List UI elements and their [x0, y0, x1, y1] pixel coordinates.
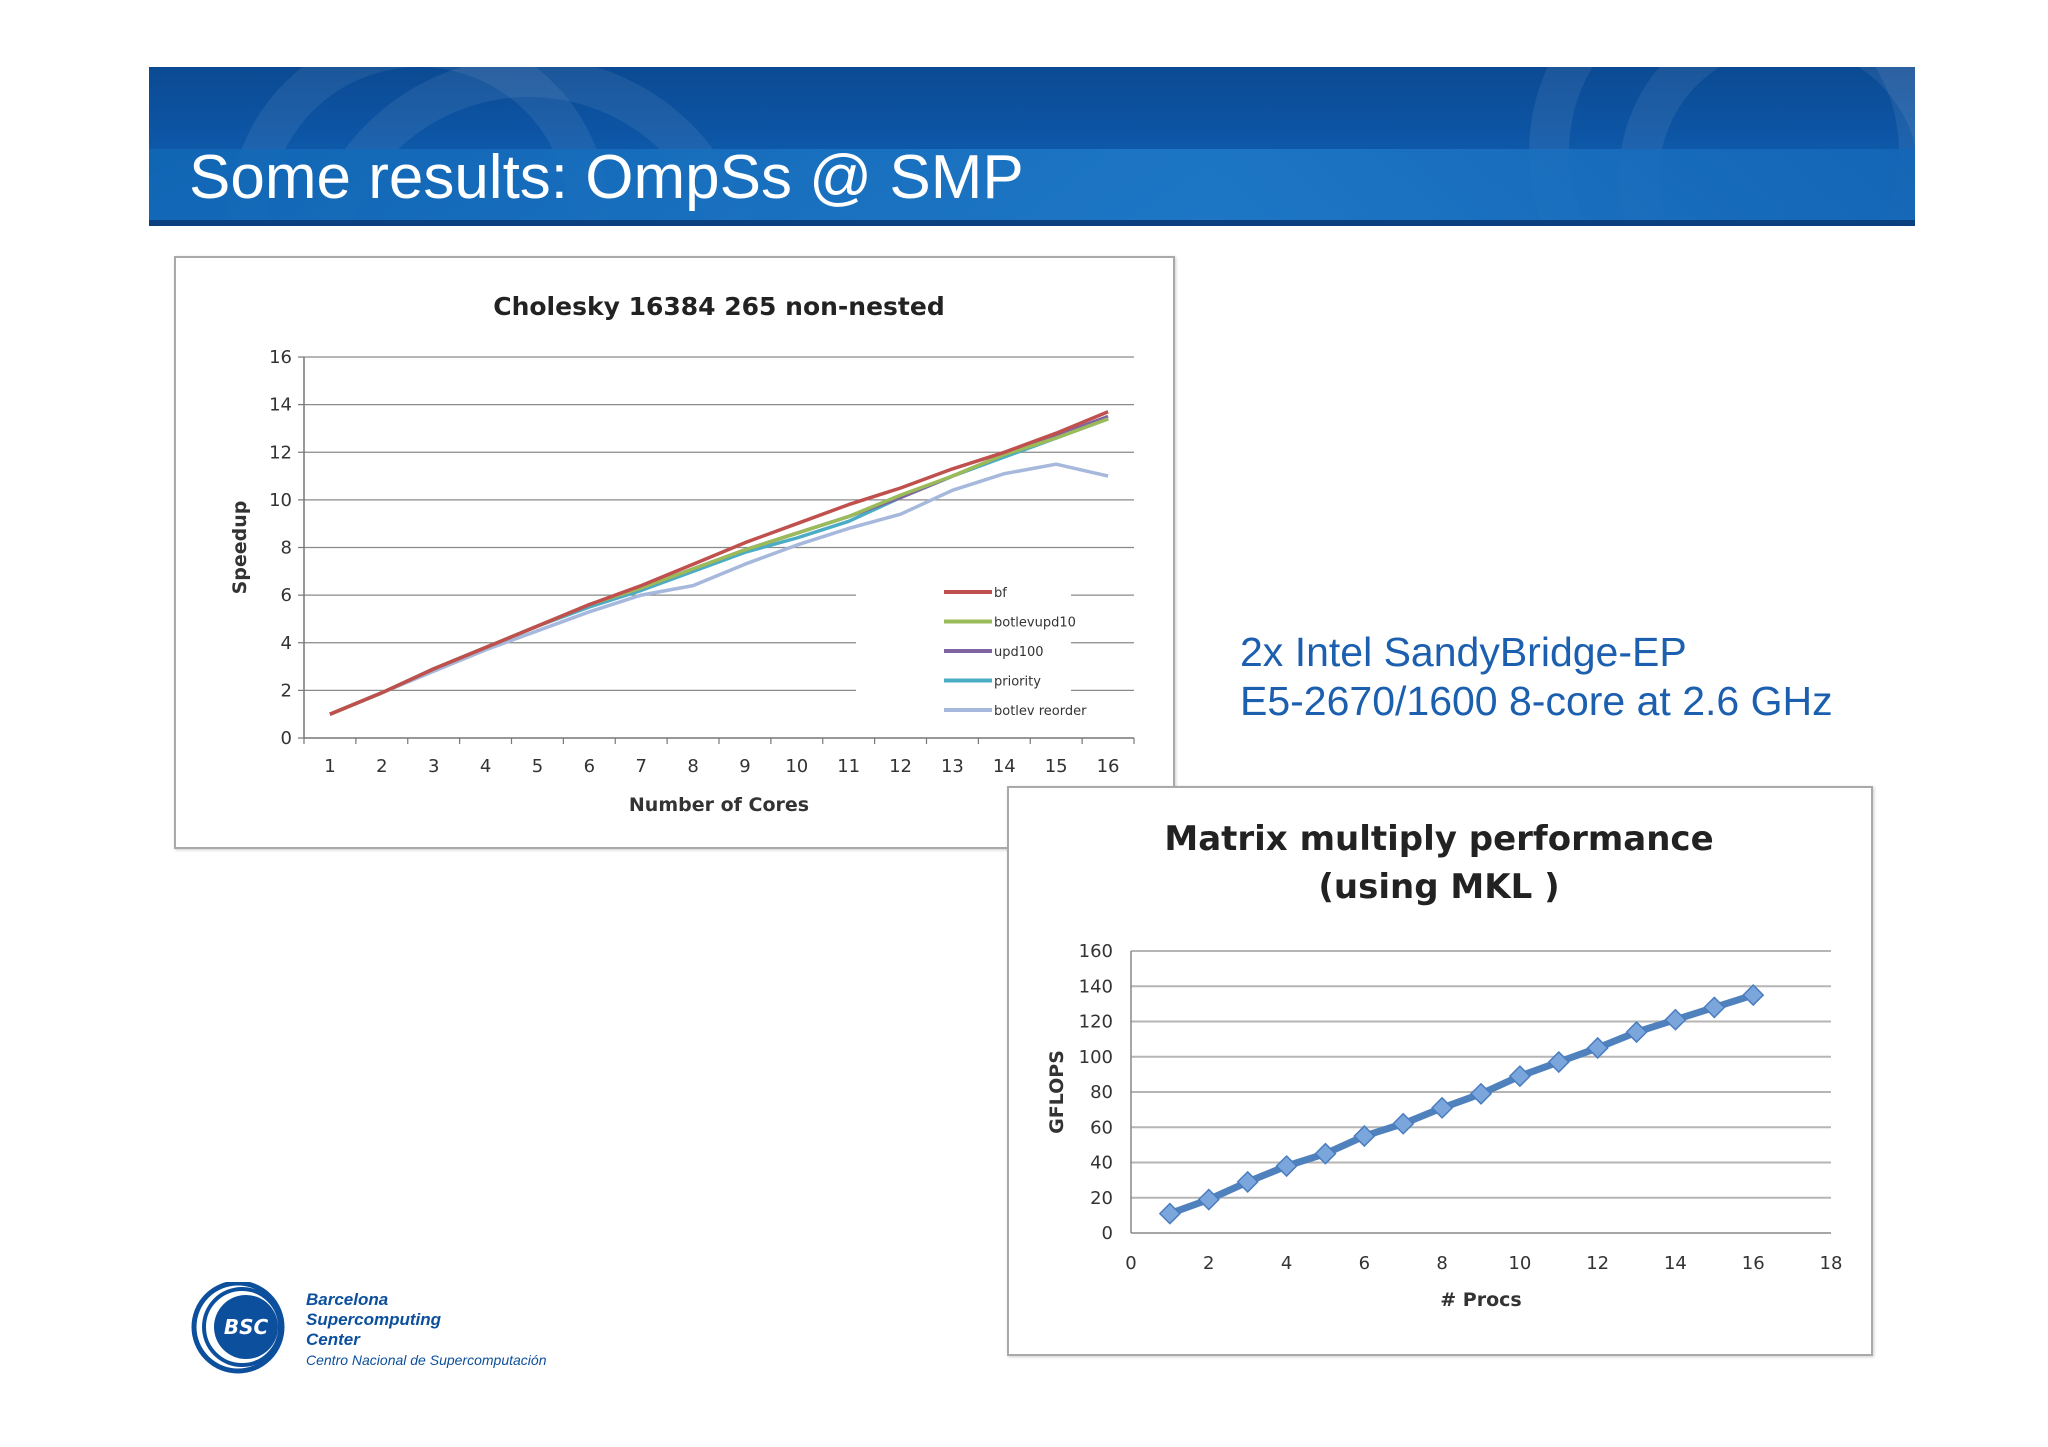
data-point [1314, 1142, 1337, 1165]
data-point [1236, 1170, 1259, 1193]
y-tick-label: 4 [281, 633, 292, 654]
x-tick-label: 6 [584, 756, 595, 777]
data-point [1586, 1036, 1609, 1059]
logo-line-1: Barcelona [306, 1290, 389, 1309]
data-point [1197, 1188, 1220, 1211]
data-point [1547, 1050, 1570, 1074]
y-tick-label: 40 [1090, 1153, 1113, 1174]
x-tick-label: 12 [1586, 1253, 1609, 1274]
y-tick-label: 0 [1102, 1223, 1113, 1244]
y-tick-label: 16 [269, 347, 292, 368]
y-tick-label: 12 [269, 442, 292, 463]
data-point [1353, 1125, 1376, 1148]
series-line-bf [329, 410, 1109, 716]
banner-band [149, 149, 1915, 226]
x-tick-label: 2 [1203, 1253, 1214, 1274]
x-tick-label: 5 [532, 756, 543, 777]
bsc-logo-text: Barcelona Supercomputing Center Centro N… [306, 1290, 546, 1370]
x-tick-label: 7 [635, 756, 646, 777]
x-tick-label: 16 [1742, 1253, 1765, 1274]
data-point [1431, 1096, 1454, 1119]
x-tick-label: 14 [1664, 1253, 1687, 1274]
x-tick-label: 14 [993, 756, 1016, 777]
chart-title-line-1: Matrix multiply performance [1164, 819, 1713, 859]
legend-label: upd100 [994, 645, 1044, 660]
legend-label: bf [994, 586, 1007, 601]
x-tick-label: 8 [687, 756, 698, 777]
legend-label: botlev reorder [994, 704, 1087, 719]
page-title: Some results: OmpSs @ SMP [189, 143, 1024, 212]
x-tick-label: 1 [324, 756, 335, 777]
data-point [1664, 1008, 1687, 1031]
x-tick-label: 12 [889, 756, 912, 777]
banner-bottom-line [149, 220, 1915, 226]
legend-background [856, 570, 1071, 720]
x-tick-label: 18 [1820, 1253, 1843, 1274]
y-tick-label: 120 [1079, 1012, 1113, 1033]
logo-line-3: Center [306, 1330, 360, 1349]
x-axis-label: # Procs [1440, 1289, 1521, 1311]
series-line [1168, 991, 1755, 1217]
cholesky-chart-frame: Cholesky 16384 265 non-nested 0 2 4 6 8 10 12 14… [174, 256, 1175, 849]
x-tick-label: 16 [1097, 756, 1120, 777]
legend: bf botlevupd10 upd100 priority botlev reorde… [856, 570, 1087, 720]
y-tick-label: 6 [281, 585, 292, 606]
y-tick-label: 8 [281, 538, 292, 559]
x-tick-label: 10 [1508, 1253, 1531, 1274]
x-tick-label: 4 [1281, 1253, 1292, 1274]
data-point [1275, 1154, 1298, 1178]
y-axis-label: GFLOPS [1046, 1050, 1068, 1134]
data-point [1625, 1021, 1648, 1044]
chart-title: Cholesky 16384 265 non-nested [493, 292, 945, 321]
data-point [1742, 984, 1765, 1007]
x-axis-label: Number of Cores [629, 794, 809, 816]
y-tick-label: 2 [281, 680, 292, 701]
x-tick-label: 6 [1359, 1253, 1370, 1274]
data-point [1508, 1065, 1531, 1088]
x-tick-label: 0 [1125, 1253, 1136, 1274]
x-tick-label: 4 [480, 756, 491, 777]
chart-title-line-2: (using MKL ) [1318, 867, 1559, 907]
y-tick-label: 10 [269, 490, 292, 511]
x-tick-label: 8 [1436, 1253, 1447, 1274]
series-line-botlev-reorder [329, 462, 1109, 716]
y-tick-label: 14 [269, 395, 292, 416]
y-tick-label: 140 [1079, 976, 1113, 997]
bsc-logo-rings-icon [191, 1282, 285, 1374]
bsc-logo: BSC [191, 1282, 285, 1374]
x-tick-label: 9 [739, 756, 750, 777]
y-tick-label: 60 [1090, 1117, 1113, 1138]
y-tick-label: 0 [281, 728, 292, 749]
data-point [1469, 1082, 1493, 1105]
data-point [1703, 996, 1726, 1019]
x-tick-label: 3 [428, 756, 439, 777]
data-point [1158, 1202, 1181, 1225]
spec-line-2: E5-2670/1600 8-core at 2.6 GHz [1240, 678, 1833, 725]
y-tick-label: 80 [1090, 1082, 1113, 1103]
x-tick-label: 10 [785, 756, 808, 777]
y-tick-label: 100 [1079, 1047, 1113, 1068]
title-banner: Some results: OmpSs @ SMP [149, 67, 1915, 226]
legend-label: priority [994, 675, 1041, 690]
y-tick-label: 160 [1079, 941, 1113, 962]
x-tick-label: 15 [1045, 756, 1068, 777]
logo-line-2: Supercomputing [306, 1310, 442, 1329]
data-point [1392, 1112, 1415, 1135]
matmul-chart-frame: Matrix multiply performance (using MKL ) 0… [1007, 786, 1873, 1356]
cholesky-chart: Cholesky 16384 265 non-nested02468101214… [229, 292, 1135, 816]
legend-label: botlevupd10 [994, 616, 1076, 631]
spec-line-1: 2x Intel SandyBridge-EP [1240, 629, 1687, 675]
x-tick-label: 2 [376, 756, 387, 777]
y-tick-label: 20 [1090, 1188, 1113, 1209]
matmul-chart: Matrix multiply performance (using MKL ) 0… [1046, 819, 1843, 1311]
x-tick-label: 13 [941, 756, 964, 777]
hardware-spec: 2x Intel SandyBridge-EP E5-2670/1600 8-c… [1240, 628, 1833, 726]
x-tick-label: 11 [837, 756, 860, 777]
y-axis-label: Speedup [229, 501, 251, 595]
logo-subtitle: Centro Nacional de Supercomputación [306, 1352, 547, 1368]
bsc-logo-badge: BSC [224, 1315, 269, 1339]
